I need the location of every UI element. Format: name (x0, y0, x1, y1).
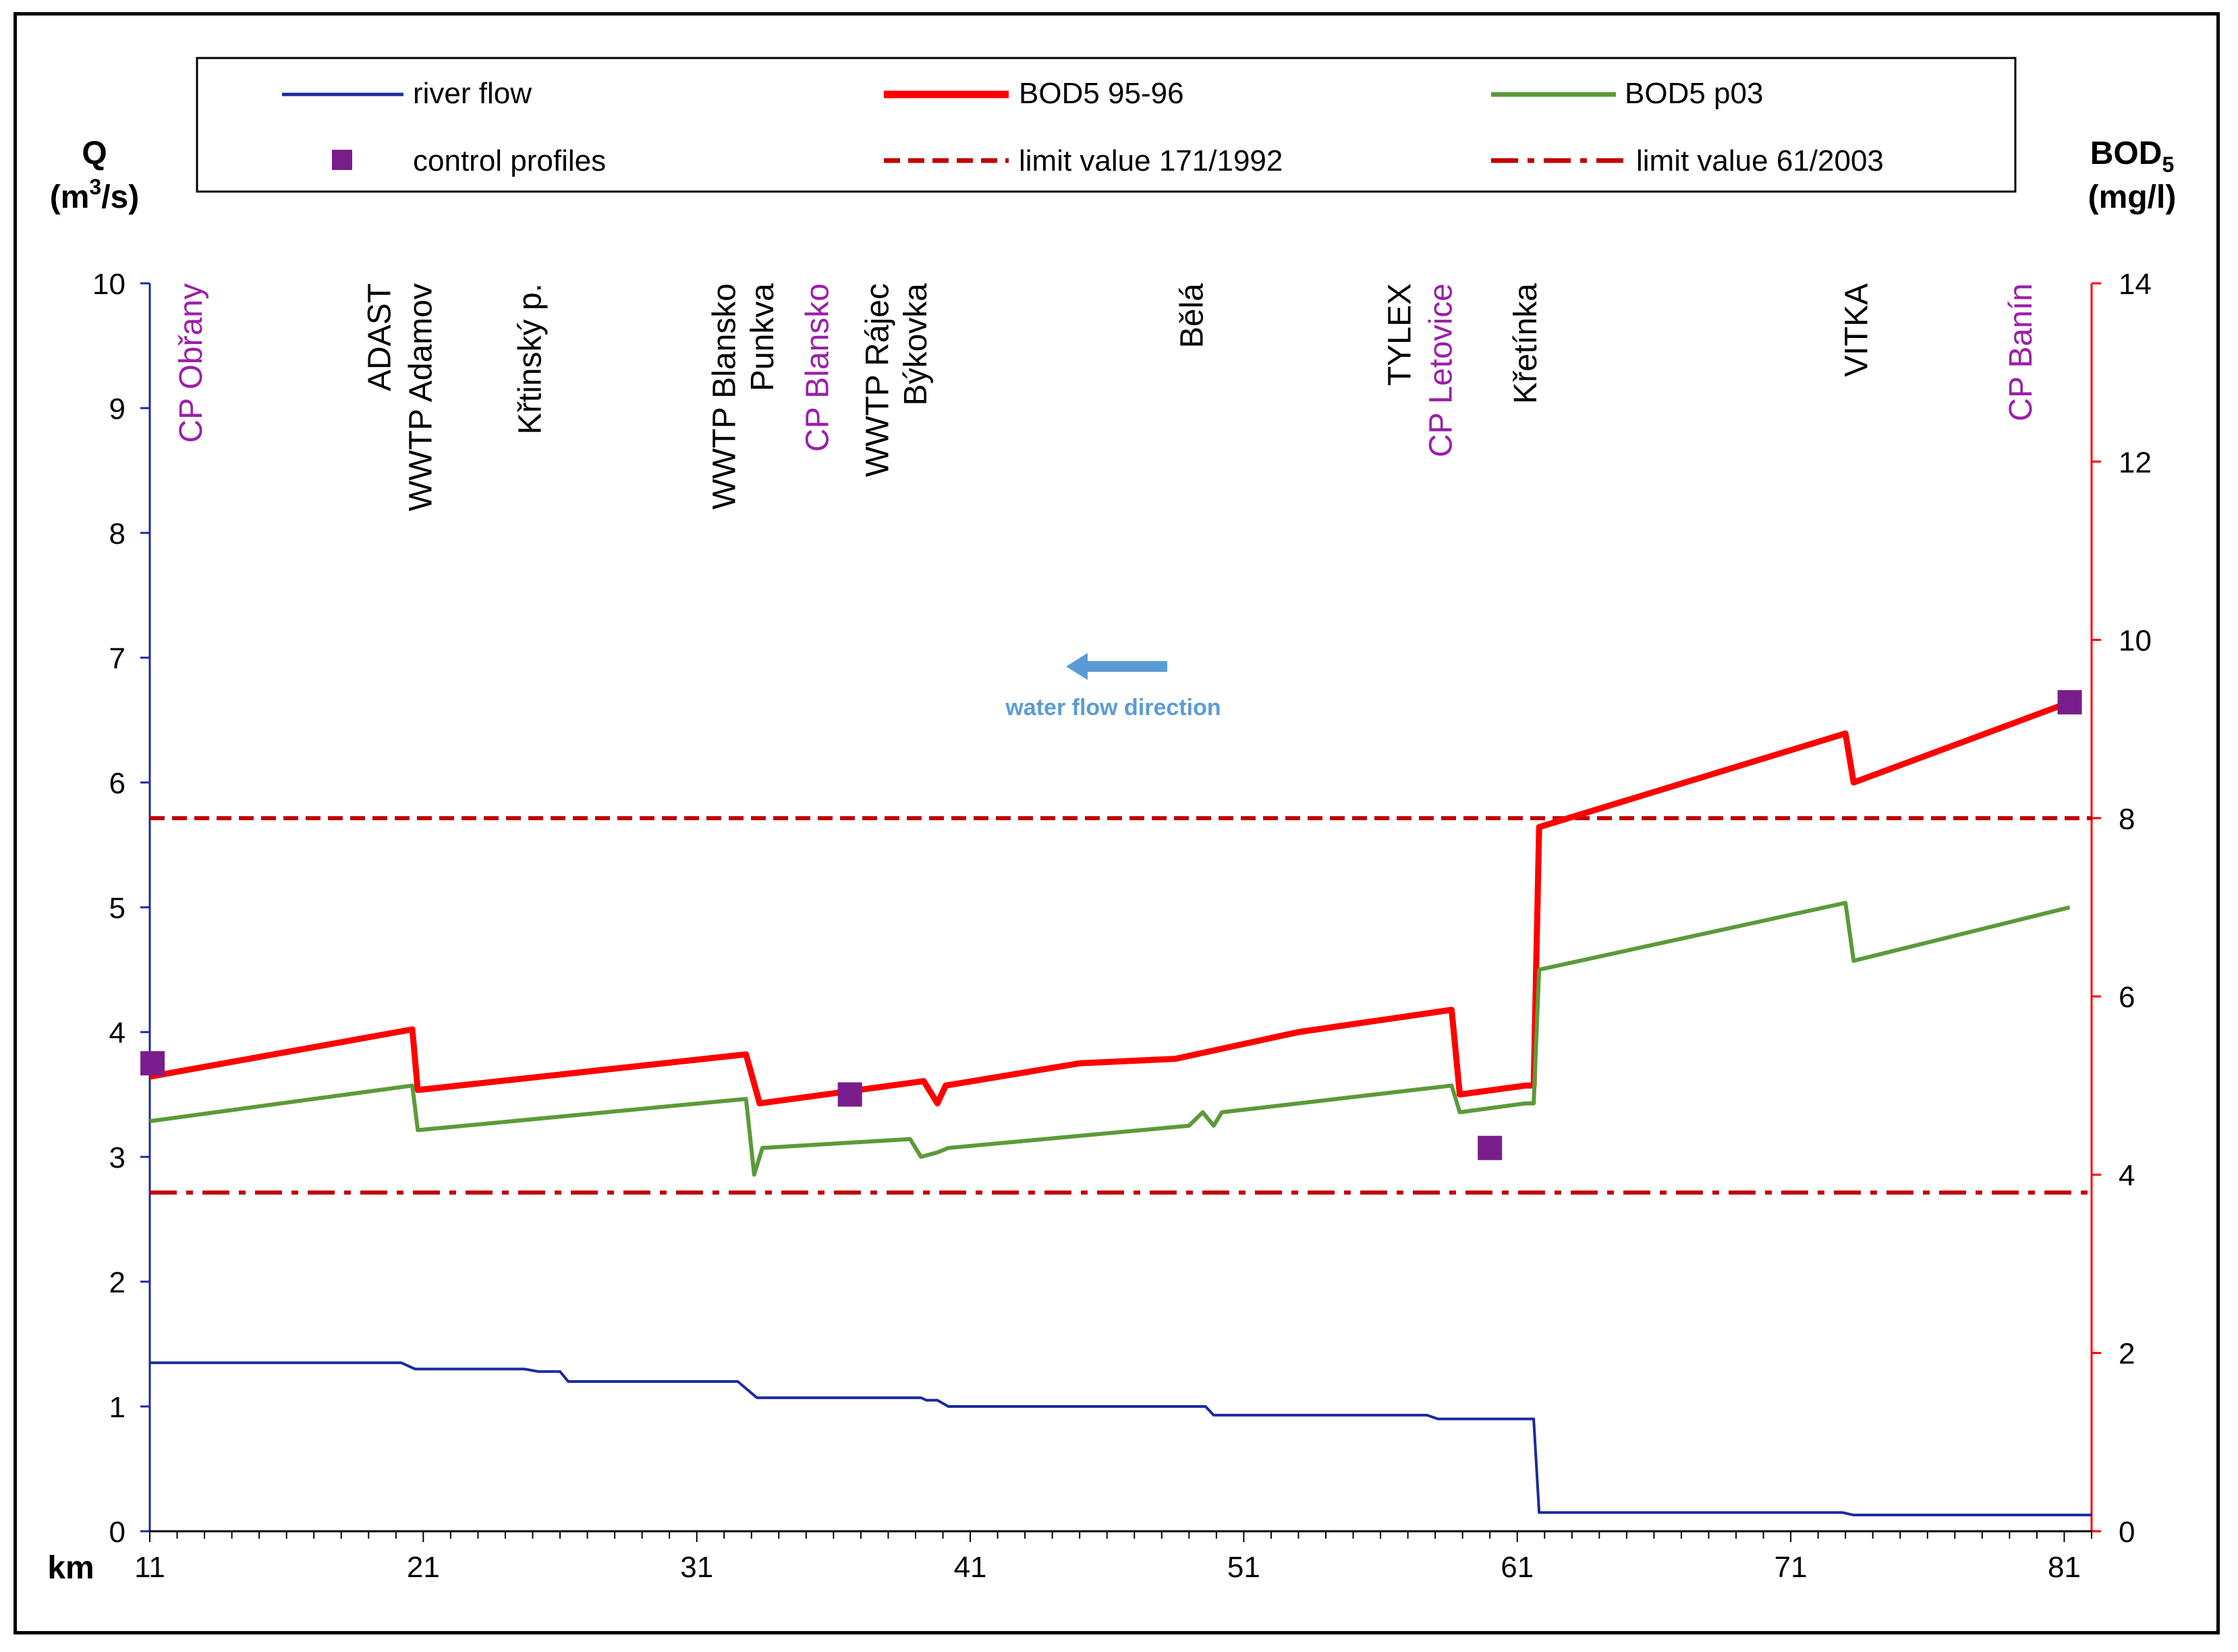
site-label: Bělá (1175, 283, 1210, 348)
y-right-tick-label: 6 (2119, 981, 2135, 1014)
control-profile-marker (1478, 1135, 1503, 1160)
site-label: Křtinský p. (513, 283, 549, 434)
y-left-tick-label: 5 (109, 892, 125, 925)
y-right-tick-label: 4 (2119, 1159, 2135, 1192)
y-left-title: Q (82, 136, 107, 171)
control-profile-marker (140, 1051, 165, 1076)
site-label: Býkovka (898, 283, 934, 406)
series-river-flow (150, 1361, 2092, 1516)
y-right-tick-label: 8 (2119, 803, 2135, 836)
series-bod5-p03 (149, 901, 2071, 1177)
legend-box (196, 57, 2017, 193)
x-tick-label: 51 (1227, 1551, 1260, 1584)
site-label: WWTP Rájec (860, 283, 896, 477)
flow-direction-arrow (1066, 653, 1167, 680)
site-label: ADAST (362, 283, 398, 391)
x-tick-label: 11 (134, 1551, 165, 1584)
y-right-unit: (mg/l) (2088, 179, 2177, 215)
legend-label-river-flow: river flow (413, 77, 532, 110)
legend-label-control-profiles: control profiles (413, 144, 606, 177)
control-profile-label: CP Letovice (1424, 283, 1459, 457)
chart-frame (13, 12, 2220, 1634)
site-label: VITKA (1839, 283, 1875, 377)
y-right-tick-label: 10 (2119, 625, 2152, 658)
x-tick-label: 71 (1774, 1551, 1808, 1584)
y-right-tick-label: 2 (2119, 1338, 2135, 1371)
x-tick-label: 41 (954, 1551, 987, 1584)
control-profile-marker (2057, 690, 2082, 715)
control-profile-marker (837, 1082, 862, 1107)
y-left-tick-label: 9 (109, 393, 125, 426)
legend-label-limit-171: limit value 171/1992 (1019, 144, 1283, 177)
y-left-tick-label: 0 (109, 1516, 125, 1549)
legend-label-limit-61: limit value 61/2003 (1636, 144, 1884, 177)
series-bod5-95-96 (149, 699, 2071, 1107)
flow-direction-label: water flow direction (1005, 695, 1221, 720)
y-left-tick-label: 2 (109, 1266, 125, 1299)
y-left-tick-label: 6 (109, 767, 125, 800)
x-tick-label: 21 (407, 1551, 440, 1584)
x-tick-label: 81 (2048, 1551, 2081, 1584)
site-label: Křetínka (1508, 283, 1544, 404)
legend-label-bod5-95-96: BOD5 95-96 (1019, 77, 1184, 110)
control-profile-label: CP Blansko (800, 283, 835, 452)
site-label: WWTP Adamov (403, 283, 439, 511)
control-profile-label: CP Banín (2003, 283, 2039, 422)
y-left-tick-label: 1 (109, 1391, 125, 1424)
site-label: TYLEX (1382, 283, 1418, 386)
y-left-tick-label: 4 (109, 1017, 125, 1050)
y-left-tick-label: 8 (109, 517, 125, 550)
y-right-title: BOD5 (2090, 136, 2174, 177)
site-label: WWTP Blansko (707, 283, 743, 509)
legend-label-bod5-p03: BOD5 p03 (1625, 77, 1763, 110)
x-tick-label: 61 (1501, 1551, 1534, 1584)
x-axis-title: km (47, 1550, 94, 1586)
y-right-tick-label: 14 (2119, 268, 2152, 301)
x-tick-label: 31 (680, 1551, 713, 1584)
site-label: Punkva (745, 283, 781, 391)
y-right-tick-label: 0 (2119, 1516, 2135, 1549)
y-left-tick-label: 7 (109, 642, 125, 675)
y-left-tick-label: 10 (92, 268, 125, 301)
y-right-tick-label: 12 (2119, 446, 2152, 479)
control-profile-label: CP Obřany (173, 283, 209, 443)
y-left-tick-label: 3 (109, 1141, 125, 1174)
legend-swatch-control-profiles (332, 150, 352, 170)
y-left-unit: (m3/s) (50, 175, 139, 215)
